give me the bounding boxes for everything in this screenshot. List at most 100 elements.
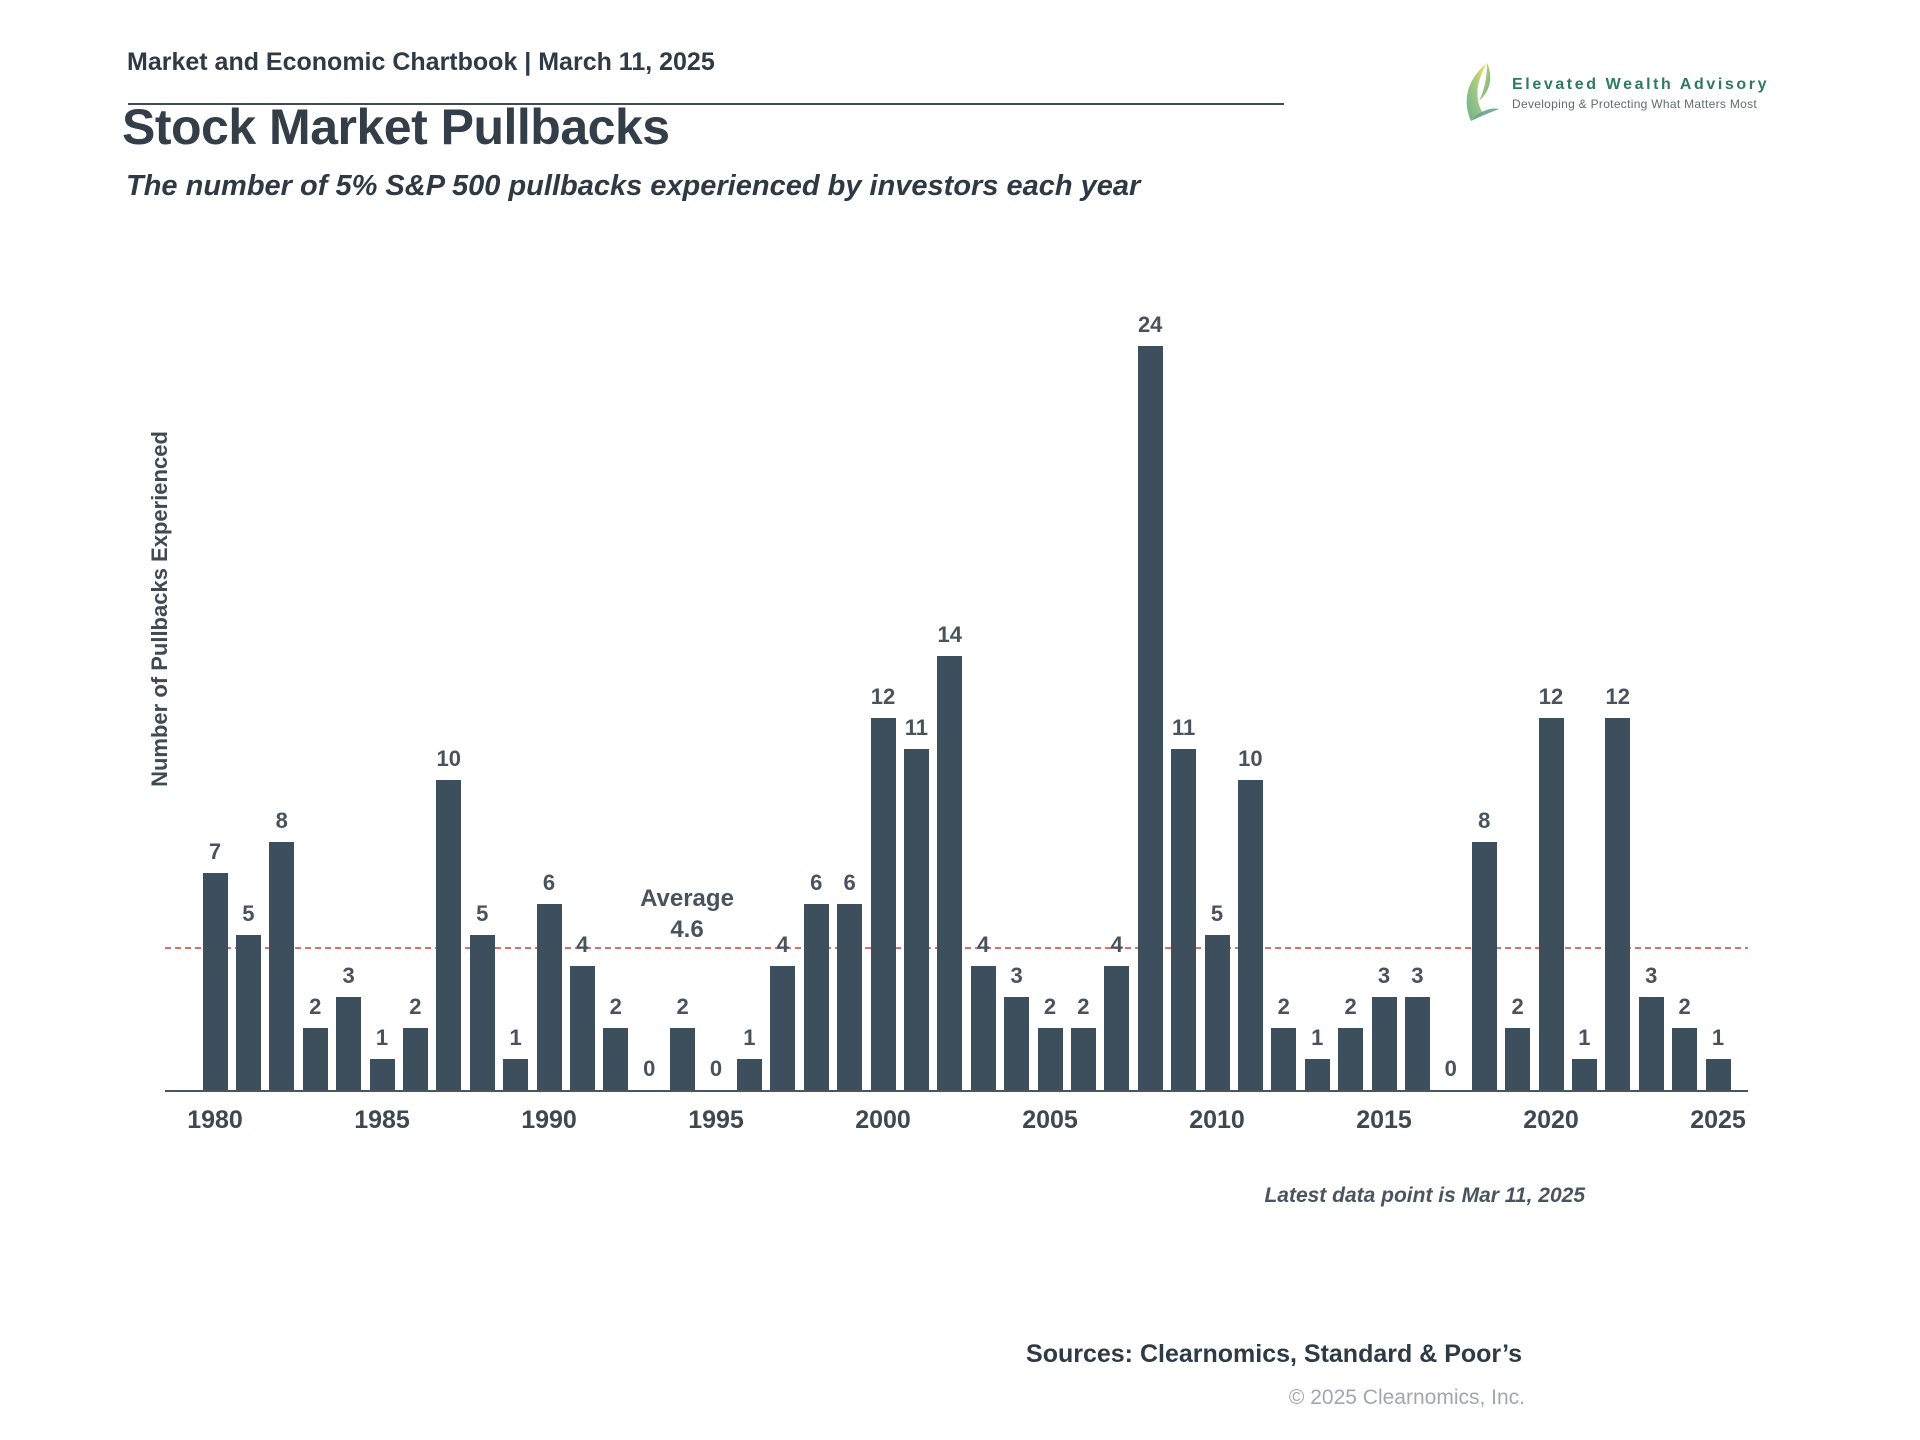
bar-1987 (436, 780, 462, 1090)
bar-1984 (336, 997, 362, 1090)
x-tick-1990: 1990 (521, 1106, 577, 1134)
bar-value-label-2015: 3 (1377, 963, 1391, 988)
bar-2008 (1137, 346, 1163, 1090)
x-tick-1980: 1980 (187, 1106, 243, 1134)
bar-value-label-2002: 14 (937, 622, 963, 647)
bar-2003 (970, 966, 996, 1090)
x-tick-2005: 2005 (1022, 1106, 1078, 1134)
bar-2012 (1271, 1028, 1297, 1090)
bar-2019 (1505, 1028, 1531, 1090)
bar-value-label-1988: 5 (476, 901, 489, 926)
latest-data-footnote: Latest data point is Mar 11, 2025 (1264, 1184, 1585, 1207)
bar-value-label-1981: 5 (242, 901, 255, 926)
logo-company-name: Elevated Wealth Advisory (1512, 76, 1770, 93)
bar-2000 (870, 718, 896, 1090)
bar-1990 (536, 904, 562, 1090)
bar-value-label-2016: 3 (1411, 963, 1424, 988)
bar-value-label-2005: 2 (1043, 994, 1057, 1019)
bar-1994 (670, 1028, 696, 1090)
x-tick-2000: 2000 (855, 1106, 911, 1134)
bar-value-label-1995: 0 (709, 1056, 723, 1081)
bar-chart: Average 4.6 7 1980 5 8 2 3 1 1985 2 10 5 1 6 1990 4 2 0 2… (165, 240, 1748, 1134)
bar-value-label-2004: 3 (1010, 963, 1023, 988)
bar-2022 (1605, 718, 1631, 1090)
bar-1983 (302, 1028, 328, 1090)
bar-value-label-2013: 1 (1311, 1025, 1324, 1050)
bar-2011 (1237, 780, 1263, 1090)
bar-2002 (937, 656, 963, 1090)
bar-2018 (1471, 842, 1497, 1090)
bar-1998 (803, 904, 829, 1090)
bar-value-label-2001: 11 (904, 715, 929, 740)
bar-value-label-1990: 6 (542, 870, 556, 895)
header-divider (128, 103, 1284, 105)
bar-value-label-1999: 6 (843, 870, 856, 895)
average-label: Average 4.6 (617, 883, 757, 945)
bar-1980 (202, 873, 228, 1090)
bar-1985 (369, 1059, 395, 1090)
bar-value-label-1992: 2 (609, 994, 622, 1019)
x-tick-1995: 1995 (688, 1106, 744, 1134)
bar-2023 (1638, 997, 1664, 1090)
bar-1989 (503, 1059, 529, 1090)
bar-value-label-1997: 4 (776, 932, 789, 957)
bar-value-label-2010: 5 (1210, 901, 1224, 926)
bar-2021 (1571, 1059, 1597, 1090)
bar-2001 (903, 749, 929, 1090)
bar-1981 (235, 935, 261, 1090)
page-subtitle: The number of 5% S&P 500 pullbacks exper… (126, 170, 1141, 202)
bar-value-label-1998: 6 (810, 870, 823, 895)
bar-2020 (1538, 718, 1564, 1090)
bar-value-label-1980: 7 (208, 839, 222, 864)
bar-value-label-1994: 2 (676, 994, 689, 1019)
bar-value-label-2023: 3 (1645, 963, 1658, 988)
bar-value-label-2014: 2 (1344, 994, 1357, 1019)
bar-value-label-2024: 2 (1678, 994, 1691, 1019)
average-label-text: Average (640, 885, 734, 913)
bar-value-label-2008: 24 (1137, 312, 1163, 337)
bar-value-label-1991: 4 (576, 932, 589, 957)
bar-value-label-2017: 0 (1444, 1056, 1457, 1081)
x-tick-1985: 1985 (354, 1106, 410, 1134)
bar-value-label-2021: 1 (1578, 1025, 1591, 1050)
bar-value-label-2007: 4 (1110, 932, 1123, 957)
x-tick-2025: 2025 (1690, 1106, 1746, 1134)
bar-value-label-1982: 8 (275, 808, 288, 833)
bar-1991 (569, 966, 595, 1090)
bar-1996 (736, 1059, 762, 1090)
x-axis-line (165, 1090, 1748, 1092)
bar-value-label-2011: 10 (1238, 746, 1263, 771)
bar-value-label-1987: 10 (436, 746, 462, 771)
bar-value-label-1996: 1 (743, 1025, 756, 1050)
bar-1999 (837, 904, 863, 1090)
bar-2015 (1371, 997, 1397, 1090)
bar-value-label-2018: 8 (1478, 808, 1491, 833)
logo-swoosh-icon (1462, 60, 1500, 129)
bar-value-label-1984: 3 (342, 963, 355, 988)
bar-1988 (469, 935, 495, 1090)
bar-2024 (1672, 1028, 1698, 1090)
bar-value-label-2019: 2 (1511, 994, 1524, 1019)
bar-1997 (770, 966, 796, 1090)
bar-2014 (1338, 1028, 1364, 1090)
bar-2016 (1404, 997, 1430, 1090)
bar-1986 (402, 1028, 428, 1090)
bar-value-label-1989: 1 (509, 1025, 522, 1050)
bar-2025 (1705, 1059, 1731, 1090)
page-title: Stock Market Pullbacks (122, 99, 670, 155)
bar-value-label-2003: 4 (977, 932, 990, 957)
bar-2013 (1304, 1059, 1330, 1090)
x-tick-2010: 2010 (1189, 1106, 1245, 1134)
bar-value-label-1986: 2 (409, 994, 422, 1019)
bar-1982 (269, 842, 295, 1090)
logo-tagline: Developing & Protecting What Matters Mos… (1512, 97, 1758, 111)
bar-value-label-2022: 12 (1605, 684, 1631, 709)
bar-value-label-2000: 12 (870, 684, 896, 709)
bar-value-label-2006: 2 (1077, 994, 1090, 1019)
bar-2007 (1104, 966, 1130, 1090)
bar-value-label-1985: 1 (375, 1025, 389, 1050)
bar-2004 (1004, 997, 1030, 1090)
logo-text: Elevated Wealth Advisory Developing & Pr… (1512, 60, 1769, 111)
bar-2005 (1037, 1028, 1063, 1090)
